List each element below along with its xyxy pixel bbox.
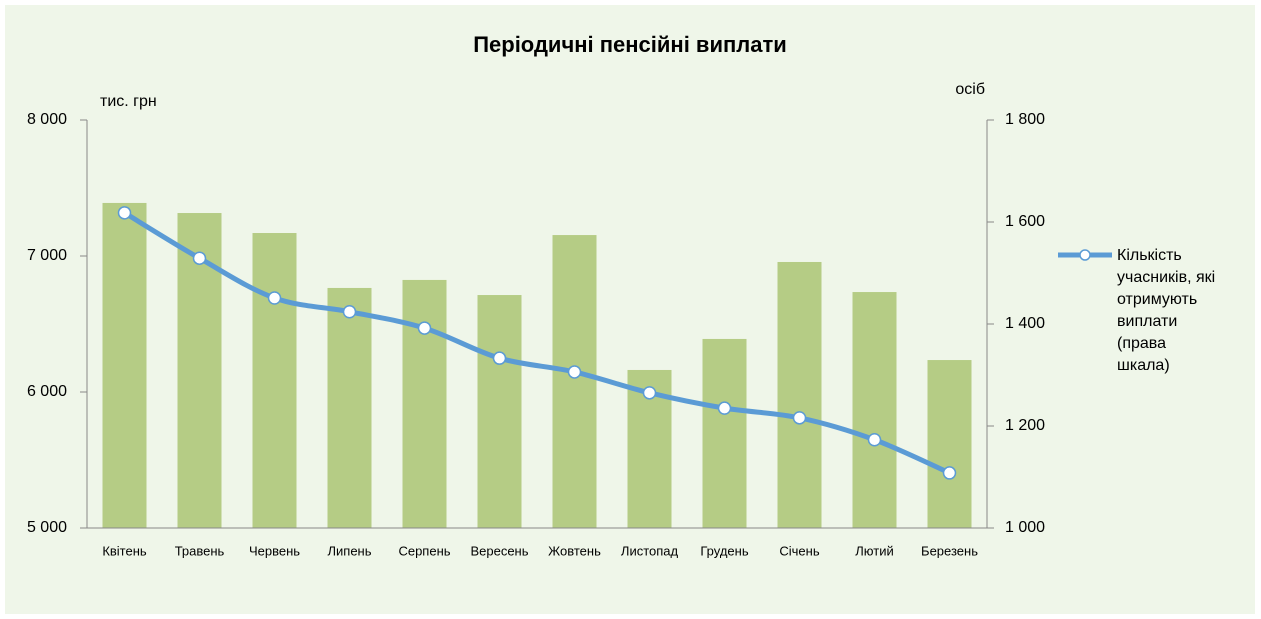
bar — [252, 233, 297, 529]
bar — [852, 292, 897, 528]
line-marker — [417, 321, 432, 335]
line-marker — [567, 365, 582, 379]
legend-label: Кількість учасників, які отримують випла… — [1117, 247, 1216, 374]
y-tick-label: 5 000 — [27, 519, 67, 536]
y-axis-label: тис. грн — [100, 93, 157, 110]
y2-tick-label: 1 600 — [1005, 213, 1045, 230]
line-marker — [792, 411, 807, 425]
line-marker — [342, 305, 357, 319]
x-tick-label: Січень — [779, 543, 819, 558]
x-tick-label: Серпень — [398, 543, 450, 558]
y-tick-label: 8 000 — [27, 111, 67, 128]
chart-title: Періодичні пенсійні виплати — [473, 32, 787, 57]
line — [123, 210, 951, 476]
x-tick-label: Березень — [921, 543, 978, 558]
line-marker — [942, 466, 957, 480]
y2-axis-label: осіб — [955, 81, 985, 98]
bar — [102, 202, 147, 528]
x-tick-label: Вересень — [470, 543, 528, 558]
line-marker — [867, 433, 882, 447]
y2-tick-label: 1 000 — [1005, 519, 1045, 536]
y2-tick-label: 1 200 — [1005, 417, 1045, 434]
line-marker — [492, 351, 507, 365]
x-tick-label: Червень — [249, 543, 300, 558]
bar — [927, 360, 972, 528]
x-tick-label: Листопад — [621, 543, 679, 558]
x-tick-label: Квітень — [102, 543, 147, 558]
x-tick-label: Липень — [327, 543, 371, 558]
x-tick-label: Грудень — [700, 543, 748, 558]
y2-tick-label: 1 800 — [1005, 111, 1045, 128]
y-tick-label: 7 000 — [27, 247, 67, 264]
line-marker — [192, 251, 207, 265]
bar — [402, 279, 447, 528]
line-marker — [717, 401, 732, 415]
y2-tick-label: 1 400 — [1005, 315, 1045, 332]
y-tick-label: 6 000 — [27, 383, 67, 400]
x-tick-label: Лютий — [855, 543, 893, 558]
line-marker — [117, 206, 132, 220]
bar — [702, 338, 747, 528]
legend-marker — [1079, 249, 1091, 261]
bar — [552, 235, 597, 528]
line-marker — [642, 386, 657, 400]
x-tick-label: Травень — [175, 543, 225, 558]
x-tick-label: Жовтень — [548, 543, 601, 558]
bar — [327, 287, 372, 528]
line-marker — [267, 291, 282, 305]
bar — [477, 295, 522, 528]
bar — [777, 261, 822, 528]
